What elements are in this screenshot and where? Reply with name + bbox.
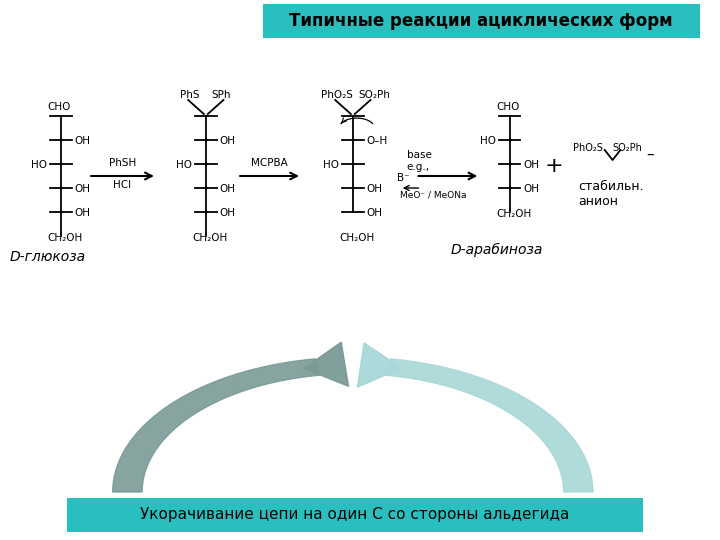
Text: OH: OH [74,184,91,194]
Text: MCPBA: MCPBA [251,158,288,168]
Text: –: – [646,146,654,161]
Text: Укорачивание цепи на один С со стороны альдегида: Укорачивание цепи на один С со стороны а… [140,508,570,523]
Polygon shape [357,343,402,387]
FancyBboxPatch shape [67,498,643,532]
Text: CHO: CHO [47,102,71,112]
Text: HO: HO [176,160,192,170]
Text: OH: OH [366,208,382,218]
Text: PhS: PhS [180,90,200,100]
Text: HO: HO [31,160,47,170]
Text: D-глюкоза: D-глюкоза [10,250,86,264]
Text: SO₂Ph: SO₂Ph [613,143,642,153]
Text: +: + [544,156,563,176]
Text: PhO₂S: PhO₂S [573,143,603,153]
Text: HO: HO [480,136,496,146]
Text: OH: OH [523,184,539,194]
Text: CH₂OH: CH₂OH [339,233,374,243]
Text: CH₂OH: CH₂OH [496,209,531,219]
Text: B⁻: B⁻ [397,173,410,183]
Text: OH: OH [74,208,91,218]
Polygon shape [304,342,348,386]
Text: OH: OH [523,160,539,170]
Text: O–H: O–H [366,136,388,146]
Polygon shape [113,359,320,492]
Text: стабильн.
анион: стабильн. анион [578,180,644,208]
Text: Типичные реакции ациклических форм: Типичные реакции ациклических форм [289,12,673,30]
Text: PhO₂S: PhO₂S [321,90,354,100]
Text: MeO⁻ / MeONa: MeO⁻ / MeONa [400,191,467,200]
Text: HO: HO [323,160,339,170]
Polygon shape [386,359,593,492]
Text: OH: OH [366,184,382,194]
FancyBboxPatch shape [263,4,700,38]
Text: OH: OH [220,208,235,218]
Text: OH: OH [74,136,91,146]
Text: OH: OH [220,184,235,194]
Text: base: base [407,150,431,160]
Text: CHO: CHO [496,102,519,112]
Text: CH₂OH: CH₂OH [192,233,228,243]
Text: SO₂Ph: SO₂Ph [359,90,390,100]
Text: SPh: SPh [212,90,231,100]
Text: CH₂OH: CH₂OH [47,233,82,243]
Text: PhSH: PhSH [109,158,136,168]
Text: OH: OH [220,136,235,146]
Text: D-арабиноза: D-арабиноза [451,243,543,257]
Text: HCl: HCl [114,180,132,190]
Text: e.g.,: e.g., [407,162,430,172]
